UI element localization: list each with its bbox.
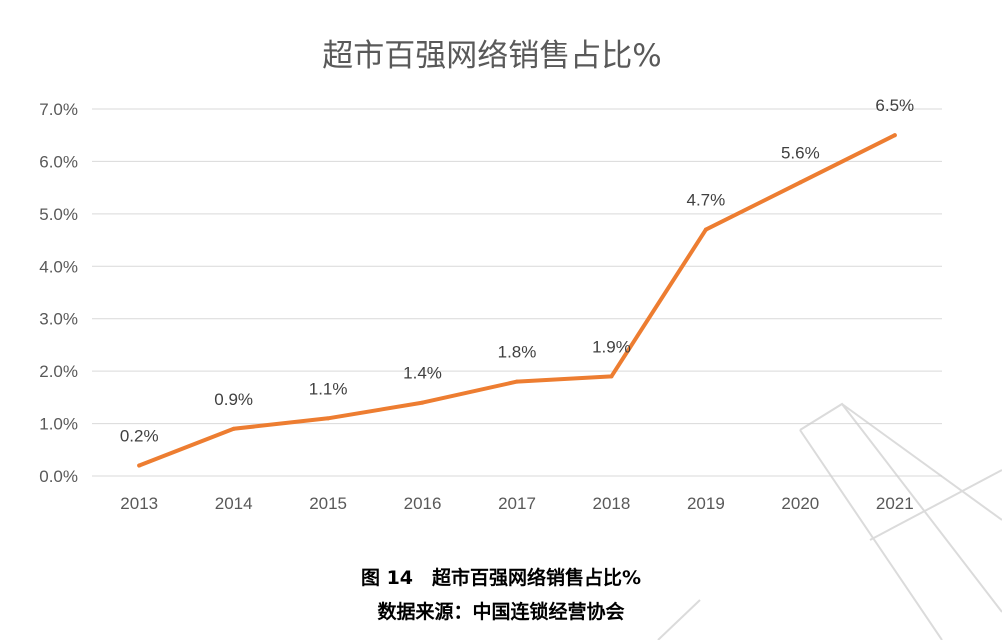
y-tick-label: 7.0% [39,100,78,119]
y-tick-label: 4.0% [39,257,78,276]
data-label: 5.6% [781,143,820,162]
gridlines [92,108,942,477]
x-tick-label: 2017 [498,494,536,513]
data-point [137,463,142,468]
y-tick-label: 3.0% [39,310,78,329]
x-tick-label: 2013 [120,494,158,513]
data-point [609,374,614,379]
data-label: 0.9% [214,390,253,409]
series-layer [137,133,897,468]
data-point [231,426,236,431]
x-axis-tick-labels: 2013 2014 2015 2016 2017 2018 2019 2020 2021 [120,494,913,513]
figure-caption: 图 14 超市百强网络销售占比% [360,567,642,589]
data-label: 4.7% [687,191,726,210]
x-tick-label: 2021 [876,494,914,513]
chart-title: 超市百强网络销售占比% [322,38,661,74]
data-point [798,180,803,185]
data-label: 6.5% [875,96,914,115]
data-point [892,133,897,138]
y-tick-label: 6.0% [39,152,78,171]
x-tick-label: 2018 [593,494,631,513]
data-point [420,400,425,405]
data-label: 1.9% [592,337,631,356]
source-caption: 数据来源：中国连锁经营协会 [377,601,625,623]
x-tick-label: 2015 [309,494,347,513]
y-tick-label: 5.0% [39,205,78,224]
series-line [137,133,897,468]
data-label: 1.4% [403,364,442,383]
data-labels: 0.2% 0.9% 1.1% 1.4% 1.8% 1.9% 4.7% 5.6% 6.5% [120,96,914,445]
data-label: 0.2% [120,427,159,446]
data-point [326,416,331,421]
y-tick-label: 0.0% [39,467,78,486]
y-tick-label: 2.0% [39,362,78,381]
x-tick-label: 2019 [687,494,725,513]
y-axis-tick-labels: 0.0% 1.0% 2.0% 3.0% 4.0% 5.0% 6.0% 7.0% [39,100,78,486]
x-tick-label: 2014 [215,494,253,513]
x-tick-label: 2016 [404,494,442,513]
data-label: 1.8% [498,343,537,362]
data-label: 1.1% [309,379,348,398]
data-point [703,227,708,232]
y-tick-label: 1.0% [39,415,78,434]
data-point [515,379,519,384]
x-tick-label: 2020 [781,494,819,513]
